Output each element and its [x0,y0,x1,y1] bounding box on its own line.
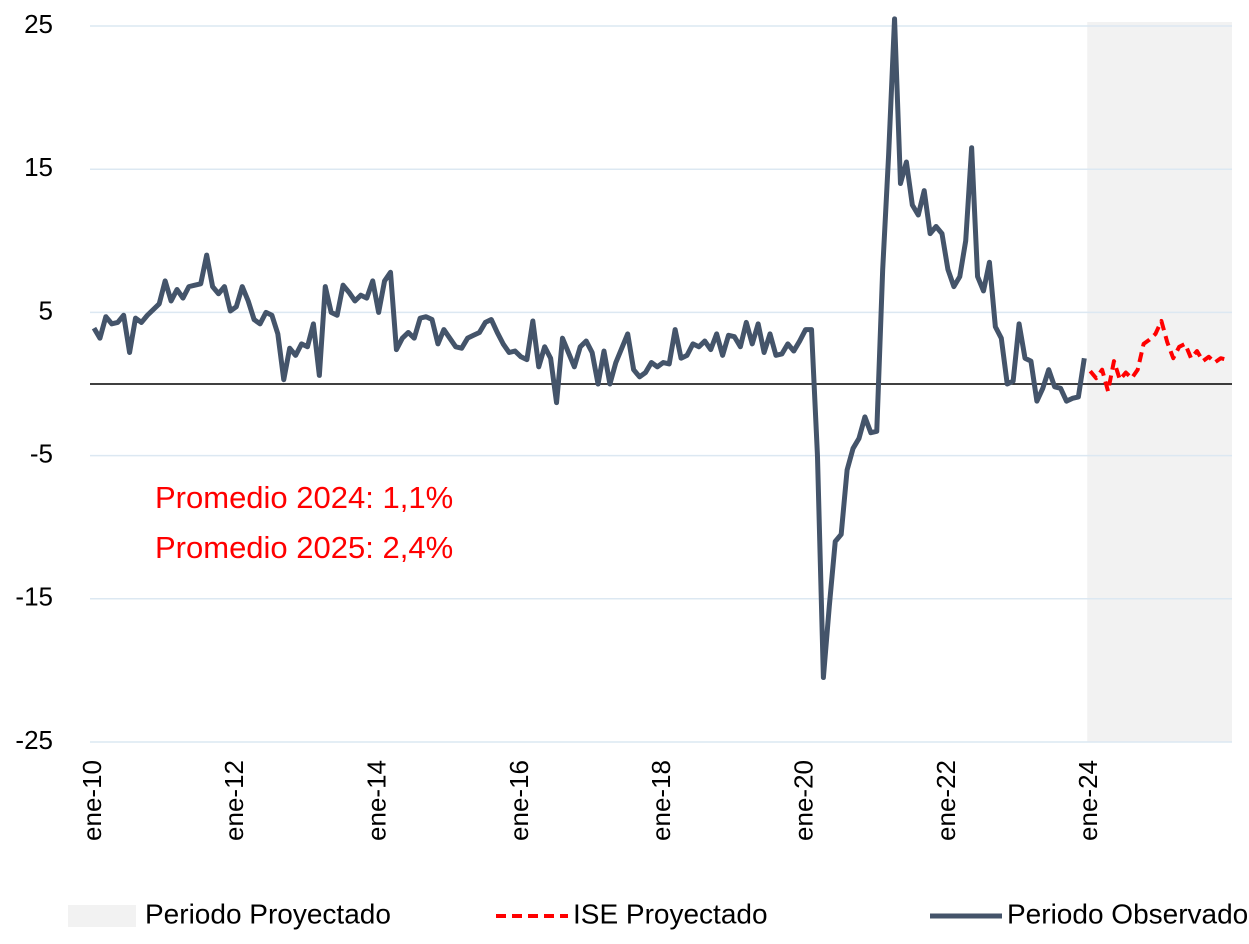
y-tick-label: 25 [24,9,53,39]
legend-label: Periodo Proyectado [145,898,391,929]
y-tick-label: -25 [15,725,53,755]
series-line [1088,318,1228,394]
y-tick-label: 15 [24,152,53,182]
x-tick-label: ene-16 [504,760,534,841]
y-tick-label: 5 [39,295,53,325]
x-tick-label: ene-20 [788,760,818,841]
x-tick-label: ene-22 [931,760,961,841]
annotation: Promedio 2025: 2,4% [155,530,453,565]
annotation: Promedio 2024: 1,1% [155,480,453,515]
series-line [91,16,1087,681]
legend-swatch [68,905,136,927]
x-tick-label: ene-14 [362,760,392,841]
x-tick-label: ene-24 [1073,760,1103,841]
x-tick-label: ene-18 [646,760,676,841]
y-tick-label: -15 [15,582,53,612]
legend-label: ISE Proyectado [573,898,768,929]
x-tick-label: ene-12 [219,760,249,841]
legend-label: Periodo Observado [1007,898,1248,929]
x-tick-label: ene-10 [77,760,107,841]
y-tick-label: -5 [30,438,53,468]
